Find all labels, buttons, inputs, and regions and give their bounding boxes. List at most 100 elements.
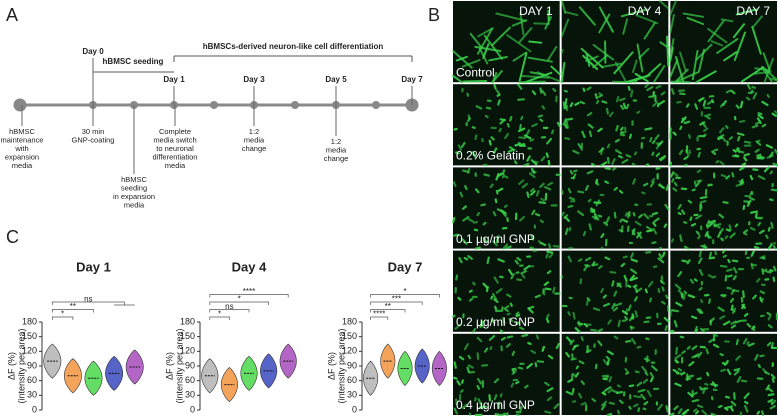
cell bbox=[622, 18, 629, 35]
cell bbox=[539, 182, 545, 189]
cell bbox=[512, 51, 528, 62]
cell bbox=[613, 211, 617, 219]
cell bbox=[518, 136, 527, 140]
cell bbox=[761, 100, 769, 107]
cell bbox=[544, 410, 552, 414]
cell bbox=[631, 59, 638, 74]
cell bbox=[704, 113, 712, 118]
day-label: Day 3 bbox=[243, 75, 265, 84]
cell bbox=[565, 336, 572, 343]
cell bbox=[525, 129, 531, 137]
cell bbox=[630, 89, 634, 98]
cell bbox=[657, 100, 666, 106]
cell bbox=[546, 250, 554, 254]
cell bbox=[635, 14, 659, 25]
cell bbox=[494, 198, 498, 204]
cell bbox=[630, 268, 638, 275]
cell bbox=[462, 216, 470, 222]
cell bbox=[682, 293, 686, 301]
cell bbox=[693, 408, 698, 413]
cell bbox=[725, 268, 733, 272]
cell bbox=[597, 94, 603, 99]
cell bbox=[567, 378, 574, 383]
cell bbox=[657, 287, 661, 294]
cell bbox=[731, 289, 740, 293]
cell bbox=[495, 235, 500, 243]
cell bbox=[520, 115, 524, 121]
cell bbox=[562, 101, 566, 110]
cell bbox=[641, 365, 648, 373]
cell bbox=[634, 220, 642, 227]
cell bbox=[752, 294, 757, 300]
cell bbox=[725, 125, 729, 129]
cell bbox=[566, 117, 574, 121]
cell bbox=[739, 166, 745, 171]
cell bbox=[665, 184, 670, 191]
cell bbox=[591, 263, 599, 267]
cell bbox=[546, 137, 552, 145]
sig-bracket bbox=[51, 316, 74, 320]
cell bbox=[702, 387, 706, 394]
y-tick-label: 120 bbox=[342, 346, 357, 356]
cell bbox=[729, 232, 736, 239]
cell bbox=[493, 394, 498, 401]
cell bbox=[633, 395, 642, 399]
cell bbox=[754, 121, 760, 126]
sig-bracket bbox=[370, 294, 440, 298]
cell bbox=[757, 114, 764, 120]
cell bbox=[527, 56, 553, 63]
cell bbox=[641, 191, 646, 195]
cell bbox=[513, 160, 518, 165]
y-tick-label: 120 bbox=[180, 346, 195, 356]
cell bbox=[669, 0, 677, 16]
cell bbox=[521, 182, 528, 189]
cell bbox=[452, 74, 463, 84]
cell bbox=[473, 228, 479, 232]
cell bbox=[633, 77, 639, 84]
cell bbox=[606, 412, 613, 416]
cell bbox=[586, 111, 593, 117]
cell bbox=[672, 187, 678, 192]
cell bbox=[569, 102, 574, 108]
cell bbox=[695, 410, 699, 415]
cell bbox=[601, 391, 607, 396]
cell bbox=[698, 269, 704, 276]
cell bbox=[669, 412, 675, 416]
day-label: Day 1 bbox=[163, 75, 185, 84]
cell bbox=[695, 70, 717, 84]
cell bbox=[494, 412, 502, 416]
cell bbox=[488, 55, 508, 62]
cell bbox=[676, 100, 682, 104]
cell bbox=[493, 84, 497, 90]
sig-label: **** bbox=[243, 287, 255, 296]
cell bbox=[564, 118, 567, 123]
cell bbox=[724, 235, 729, 240]
cell bbox=[619, 218, 624, 223]
cell bbox=[764, 371, 770, 376]
cell bbox=[770, 373, 776, 379]
node bbox=[291, 101, 299, 109]
cell bbox=[544, 381, 550, 387]
cell bbox=[683, 290, 688, 295]
cell bbox=[477, 398, 482, 405]
cell bbox=[703, 127, 709, 132]
cell bbox=[697, 257, 703, 265]
cell bbox=[539, 219, 544, 224]
cell bbox=[552, 87, 557, 92]
y-tick-label: 150 bbox=[180, 331, 195, 341]
cell bbox=[696, 404, 704, 409]
cell bbox=[757, 363, 761, 369]
cell bbox=[719, 160, 725, 166]
row-label: 0.2 µg/ml GNP bbox=[456, 315, 535, 329]
cell bbox=[575, 365, 579, 370]
cell bbox=[655, 85, 662, 89]
cell bbox=[452, 181, 457, 188]
cell bbox=[457, 296, 462, 301]
cell bbox=[754, 353, 759, 361]
cell bbox=[643, 320, 650, 324]
cell bbox=[624, 339, 632, 343]
note: to neuronal bbox=[156, 144, 194, 153]
cell bbox=[743, 229, 749, 234]
cell bbox=[493, 298, 499, 303]
cell bbox=[695, 230, 700, 235]
